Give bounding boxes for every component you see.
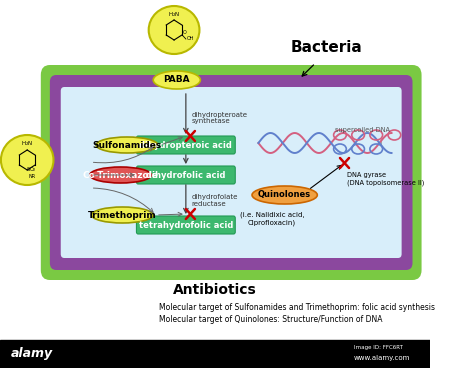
Ellipse shape <box>1 135 54 185</box>
Text: dihydropteroic acid: dihydropteroic acid <box>139 141 232 149</box>
FancyBboxPatch shape <box>137 136 235 154</box>
Text: www.alamy.com: www.alamy.com <box>354 355 410 361</box>
Text: OH: OH <box>187 35 194 40</box>
Text: DNA gyrase
(DNA topoisomerase II): DNA gyrase (DNA topoisomerase II) <box>347 172 425 185</box>
Text: O: O <box>183 31 187 35</box>
Text: alamy: alamy <box>11 347 53 361</box>
Ellipse shape <box>96 137 158 153</box>
FancyBboxPatch shape <box>137 166 235 184</box>
FancyBboxPatch shape <box>61 87 401 258</box>
Text: (i.e. Nalidixic acid,
Ciprofloxacin): (i.e. Nalidixic acid, Ciprofloxacin) <box>240 212 304 226</box>
Ellipse shape <box>91 207 153 223</box>
Text: $\mathregular{H_2N}$: $\mathregular{H_2N}$ <box>168 11 180 20</box>
Text: Image ID: FFC6RT: Image ID: FFC6RT <box>354 346 402 350</box>
Text: dihydrofolate
reductase: dihydrofolate reductase <box>191 194 237 206</box>
Bar <box>0 340 430 368</box>
Text: Antibiotics: Antibiotics <box>173 283 257 297</box>
Text: $\mathregular{H_2N}$: $\mathregular{H_2N}$ <box>21 139 33 148</box>
Text: Bacteria: Bacteria <box>291 40 362 56</box>
Text: dihydropteroate
synthetase: dihydropteroate synthetase <box>191 112 247 124</box>
Text: PABA: PABA <box>164 75 190 85</box>
Text: Molecular target of Quinolones: Structure/Function of DNA: Molecular target of Quinolones: Structur… <box>159 315 382 325</box>
Ellipse shape <box>153 71 201 89</box>
Text: dihydrofolic acid: dihydrofolic acid <box>146 170 226 180</box>
Text: Trimethoprim: Trimethoprim <box>88 210 157 219</box>
Text: Quinolones: Quinolones <box>258 191 311 199</box>
Text: NR: NR <box>28 173 35 178</box>
Ellipse shape <box>90 167 151 183</box>
Text: Molecular target of Sulfonamides and Trimethoprim: folic acid synthesis: Molecular target of Sulfonamides and Tri… <box>159 302 435 311</box>
FancyBboxPatch shape <box>41 65 421 280</box>
Text: supercoiled DNA: supercoiled DNA <box>335 127 390 133</box>
Text: Sulfonamides: Sulfonamides <box>92 141 162 149</box>
Ellipse shape <box>252 186 317 204</box>
FancyBboxPatch shape <box>137 216 235 234</box>
Text: $\mathregular{SO_2}$: $\mathregular{SO_2}$ <box>27 166 37 174</box>
Ellipse shape <box>149 6 200 54</box>
Text: tetrahydrofolic acid: tetrahydrofolic acid <box>139 220 233 230</box>
FancyBboxPatch shape <box>50 75 412 270</box>
Text: Co-Trimoxazole: Co-Trimoxazole <box>82 170 158 180</box>
